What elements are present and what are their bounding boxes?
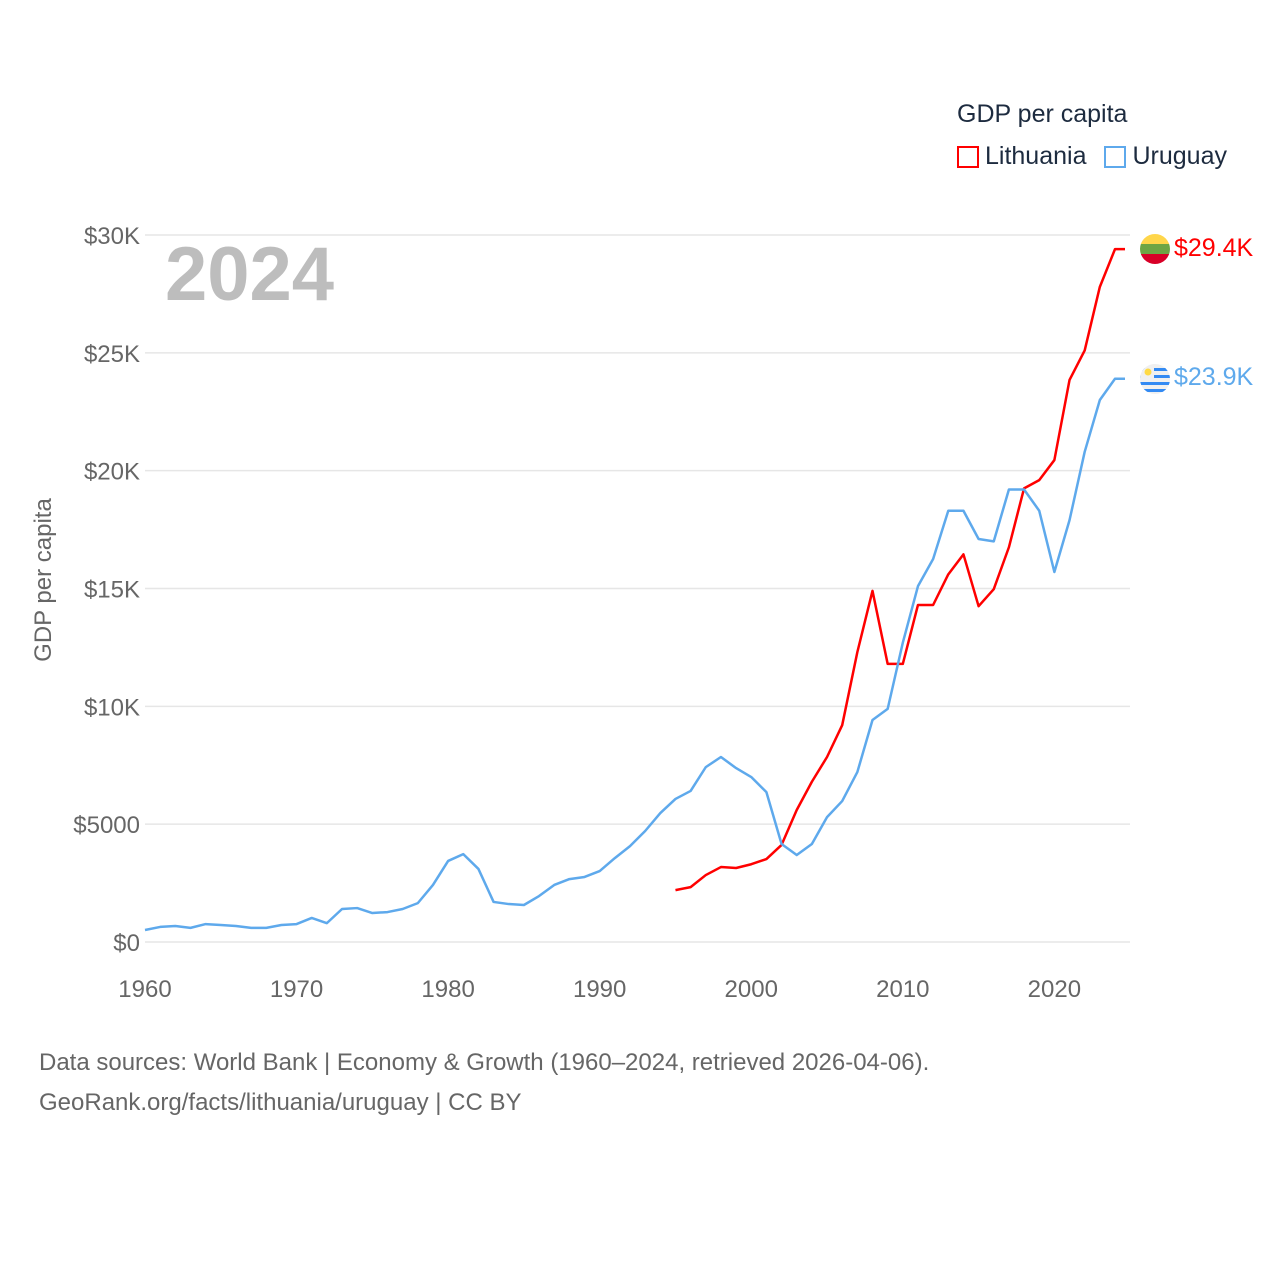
source-link[interactable]: GeoRank.org/facts/lithuania/uruguay | CC… [39, 1089, 522, 1116]
x-tick-label: 2010 [876, 976, 929, 1003]
legend: Lithuania Uruguay [957, 142, 1227, 171]
lithuania-end-label: $29.4K [1174, 234, 1254, 262]
y-tick-label: $20K [84, 459, 140, 486]
year-label: 2024 [165, 232, 334, 317]
uruguay-end-label: $23.9K [1174, 363, 1254, 391]
end-markers: $29.4K $23.9K [1140, 234, 1254, 394]
series-line-uruguay [144, 377, 1125, 932]
legend-item-lithuania[interactable]: Lithuania [957, 142, 1086, 171]
legend-label: Lithuania [985, 142, 1087, 170]
legend-label: Uruguay [1132, 142, 1227, 170]
legend-swatch-lithuania [957, 145, 979, 168]
data-sources: Data sources: World Bank | Economy & Gro… [39, 1049, 930, 1076]
x-tick-label: 2020 [1028, 976, 1081, 1003]
y-tick-label: $25K [84, 341, 140, 368]
y-axis-label: GDP per capita [30, 498, 57, 662]
series-lines [144, 247, 1125, 932]
uruguay-flag-icon [1140, 364, 1170, 394]
y-tick-label: $30K [84, 223, 140, 250]
legend-swatch-uruguay [1104, 145, 1127, 168]
x-tick-label: 1960 [118, 976, 171, 1003]
legend-title: GDP per capita [957, 100, 1128, 128]
footer: Data sources: World Bank | Economy & Gro… [39, 1043, 929, 1123]
legend-item-uruguay[interactable]: Uruguay [1104, 142, 1227, 171]
x-axis-ticks: 1960 1970 1980 1990 2000 2010 2020 [118, 976, 1081, 1003]
x-tick-label: 1990 [573, 976, 626, 1003]
x-tick-label: 2000 [725, 976, 778, 1003]
y-axis-ticks: $0 $5000 $10K $15K $20K $25K $30K [73, 223, 140, 957]
x-tick-label: 1970 [270, 976, 323, 1003]
y-tick-label: $0 [113, 930, 140, 957]
x-tick-label: 1980 [421, 976, 474, 1003]
y-tick-label: $15K [84, 577, 140, 604]
y-tick-label: $10K [84, 694, 140, 721]
y-tick-label: $5000 [73, 812, 140, 839]
series-line-lithuania [675, 247, 1125, 892]
grid-lines [145, 234, 1130, 943]
lithuania-flag-icon [1140, 234, 1170, 264]
